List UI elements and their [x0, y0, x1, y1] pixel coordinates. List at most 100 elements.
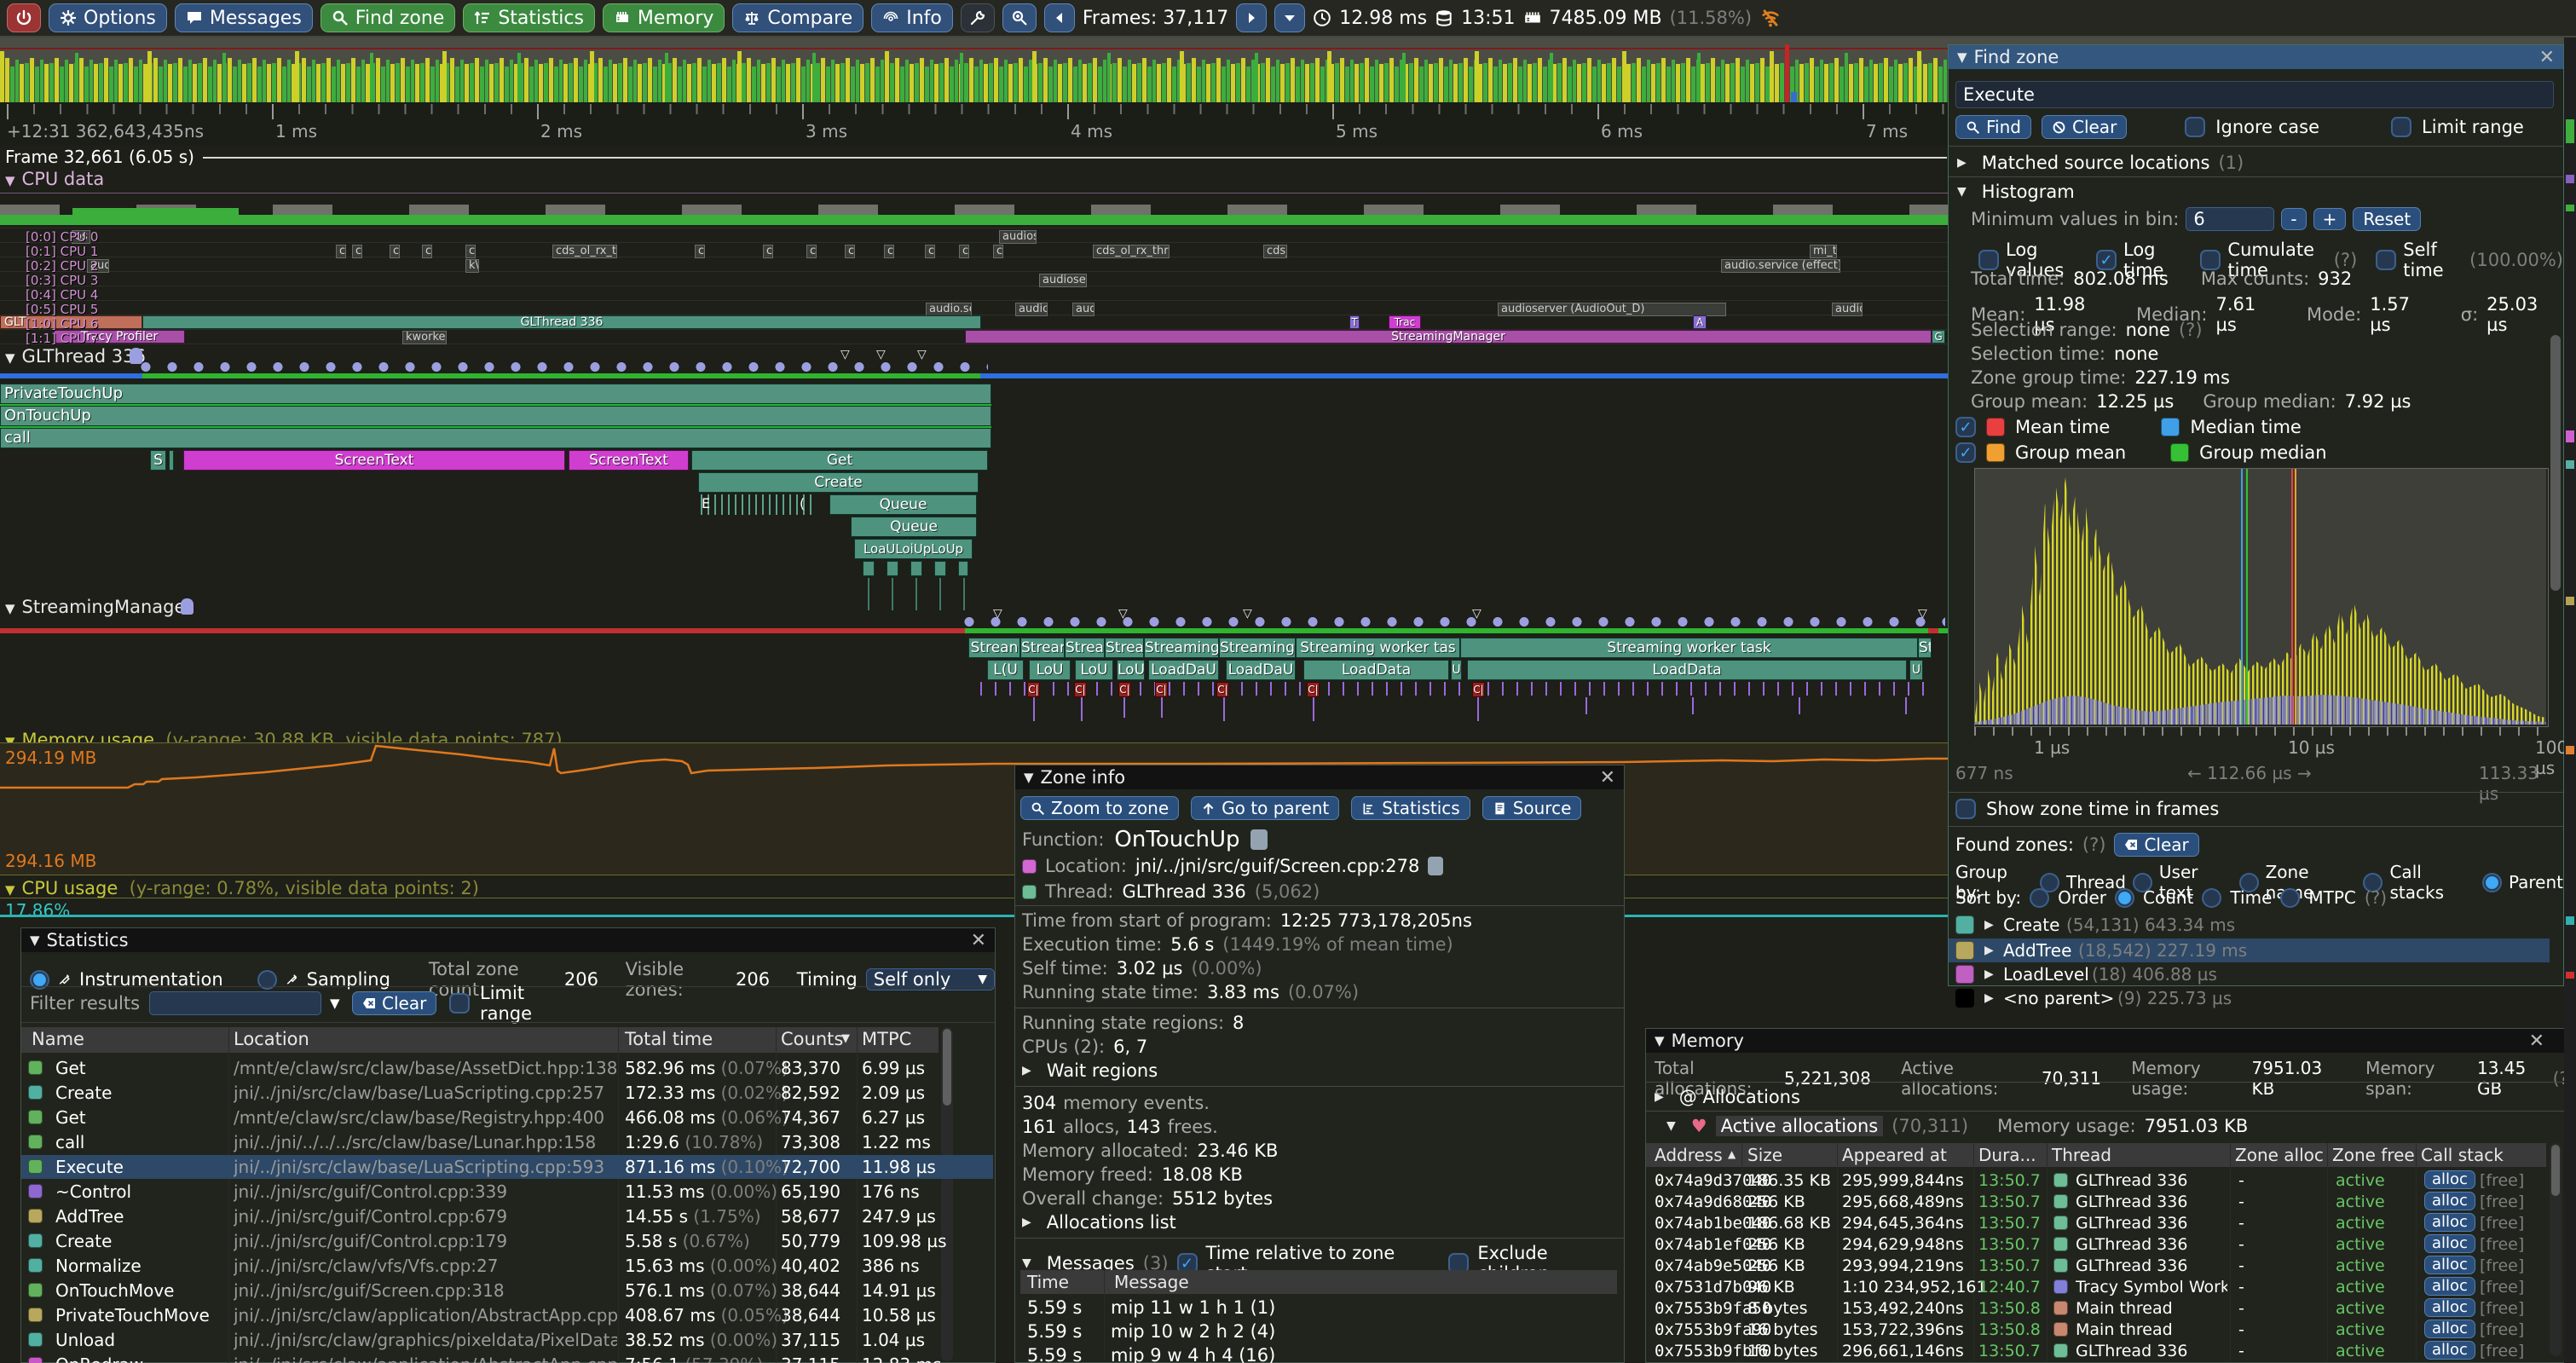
zone[interactable]: Strea: [1065, 638, 1105, 658]
zone[interactable]: GLT: [0, 315, 142, 329]
ignore-case-checkbox[interactable]: [2185, 117, 2206, 137]
close-icon[interactable]: ✕: [1599, 766, 1615, 788]
tools-button[interactable]: [960, 3, 995, 32]
cpu-chip[interactable]: cds_ol_rx_thr: [552, 245, 617, 258]
cpu-chip[interactable]: kworker/(: [402, 331, 447, 344]
memory-usage-chart[interactable]: [0, 742, 1952, 875]
allocation-row[interactable]: 0x74ab1be040 186.68 KB 294,645,364ns 13:50.…: [1655, 1213, 2525, 1233]
log-time-checkbox[interactable]: [2096, 250, 2117, 270]
cpu-chip[interactable]: k\: [465, 259, 479, 273]
zone[interactable]: Strean: [968, 638, 1020, 658]
decrease-button[interactable]: -: [2281, 208, 2307, 230]
zone[interactable]: LoadData: [1303, 660, 1449, 680]
message-marker[interactable]: ▽: [840, 348, 850, 361]
cpu-chip[interactable]: c: [884, 245, 894, 258]
zone[interactable]: ScreenText: [183, 450, 565, 471]
log-values-checkbox[interactable]: [1978, 250, 1999, 270]
zone[interactable]: ScreenText: [569, 450, 689, 471]
zone[interactable]: C|: [1118, 682, 1131, 697]
zone[interactable]: LoadDaU: [1226, 660, 1296, 680]
zone[interactable]: LoadDaU: [1148, 660, 1219, 680]
table-row[interactable]: Get/mnt/e/claw/src/claw/base/Registry.hp…: [21, 1106, 993, 1129]
col-thread[interactable]: Thread: [2052, 1145, 2111, 1165]
alloc-button[interactable]: alloc: [2424, 1234, 2475, 1253]
group-callstacks-radio[interactable]: [2363, 872, 2383, 892]
instrumentation-radio[interactable]: [30, 969, 49, 990]
cpu-chip[interactable]: c: [993, 245, 1003, 258]
zone[interactable]: [863, 561, 875, 576]
zone[interactable]: StreamingManager: [965, 330, 1932, 344]
allocation-row[interactable]: 0x74a9d68040 256 KB 295,668,489ns 13:50.7 GL…: [1655, 1192, 2525, 1211]
message-marker[interactable]: ▽: [1472, 607, 1481, 621]
col-appeared[interactable]: Appeared at: [1842, 1145, 1947, 1165]
zone-info-titlebar[interactable]: ▼ Zone info ✕: [1015, 765, 1624, 789]
min-values-input[interactable]: 6: [2186, 207, 2275, 231]
sort-time-radio[interactable]: [2202, 887, 2222, 908]
col-counts[interactable]: Counts: [781, 1029, 844, 1049]
cpu-chip[interactable]: c: [959, 245, 969, 258]
clear-filter-button[interactable]: Clear: [352, 991, 437, 1015]
message-marker[interactable]: ▽: [1918, 607, 1927, 621]
zone[interactable]: T: [1349, 315, 1360, 329]
cpu-chip[interactable]: aud: [1072, 303, 1095, 316]
zone[interactable]: U: [1909, 660, 1923, 680]
messages-expander[interactable]: ▼: [1022, 1256, 1031, 1270]
zone[interactable]: PrivateTouchUp: [0, 384, 991, 404]
found-zone-group[interactable]: ▶ Create (54,131) 643.34 ms: [1949, 913, 2550, 937]
table-row[interactable]: Get/mnt/e/claw/src/claw/base/AssetDict.h…: [21, 1056, 993, 1080]
col-address[interactable]: Address: [1655, 1145, 1723, 1165]
cpu-chip[interactable]: c: [925, 245, 935, 258]
col-time[interactable]: Time: [1027, 1272, 1069, 1292]
cpu-chip[interactable]: c: [390, 245, 400, 258]
zone[interactable]: [910, 561, 922, 576]
cpu-chip[interactable]: c: [336, 245, 346, 258]
group-parent-radio[interactable]: [2481, 872, 2502, 892]
go-to-parent-button[interactable]: Go to parent: [1191, 796, 1340, 820]
memory-scrollbar[interactable]: [2550, 1143, 2562, 1356]
glthread-header[interactable]: ▼ GLThread 336: [5, 346, 146, 367]
col-duration[interactable]: Dura...: [1978, 1145, 2036, 1165]
cpu-chip[interactable]: audioserver (AudioOut_D): [1498, 303, 1726, 316]
zone[interactable]: Streaming: [1144, 638, 1219, 658]
zone[interactable]: A: [1693, 315, 1707, 329]
zone[interactable]: C|: [1472, 682, 1485, 697]
alloc-button[interactable]: alloc: [2424, 1298, 2475, 1317]
alloc-button[interactable]: alloc: [2424, 1213, 2475, 1232]
zone[interactable]: C|: [1027, 682, 1040, 697]
zone[interactable]: C|: [1307, 682, 1320, 697]
sort-order-radio[interactable]: [2030, 887, 2050, 908]
close-icon[interactable]: ✕: [2528, 1030, 2544, 1052]
zone[interactable]: Create: [698, 472, 979, 493]
memory-button[interactable]: Memory: [602, 3, 725, 32]
message-row[interactable]: 5.59 s mip 9 w 4 h 4 (16): [1027, 1345, 1276, 1363]
group-mean-median-checkbox[interactable]: [1955, 442, 1976, 463]
mean-median-checkbox[interactable]: [1955, 417, 1976, 437]
zone[interactable]: E: [702, 495, 711, 511]
sort-count-radio[interactable]: [2115, 887, 2135, 908]
active-allocations-expander[interactable]: ▼ ♥ Active allocations (70,311) Memory usa…: [1666, 1116, 2249, 1136]
table-row[interactable]: OnTouchMove jni/../jni/src/guif/Screen.cp…: [21, 1279, 993, 1302]
close-icon[interactable]: ✕: [2538, 46, 2555, 68]
zone[interactable]: Strea: [1105, 638, 1144, 658]
zone[interactable]: G: [1932, 330, 1945, 344]
zone[interactable]: C|: [1155, 682, 1168, 697]
zone-time-histogram[interactable]: [1974, 468, 2549, 727]
zone[interactable]: LoU: [1117, 660, 1145, 680]
zoom-to-zone-button[interactable]: Zoom to zone: [1020, 796, 1180, 820]
alloc-button[interactable]: alloc: [2424, 1277, 2475, 1296]
zone[interactable]: Queue: [829, 494, 977, 515]
next-frame-button[interactable]: [1236, 3, 1268, 32]
zone[interactable]: St: [1918, 638, 1932, 658]
message-row[interactable]: 5.59 s mip 10 w 2 h 2 (4): [1027, 1321, 1276, 1342]
streamingmanager-header[interactable]: ▼ StreamingManager: [5, 597, 193, 617]
message-row[interactable]: 5.59 s mip 11 w 1 h 1 (1): [1027, 1297, 1276, 1318]
options-button[interactable]: Options: [49, 3, 167, 32]
found-zone-group-selected[interactable]: ▶ AddTree (18,542) 227.19 ms: [1949, 939, 2550, 962]
col-location[interactable]: Location: [234, 1029, 309, 1049]
frame-info-label[interactable]: Frame 32,661 (6.05 s): [5, 147, 194, 167]
cpu-chip[interactable]: cds_ol_rx_threa: [1093, 245, 1170, 258]
zone[interactable]: LoaULoiUpLoUp: [854, 539, 973, 559]
main-scrollbar[interactable]: [2564, 38, 2576, 1363]
table-row[interactable]: call jni/../jni/../../../src/claw/base/Lu…: [21, 1130, 993, 1154]
group-usertext-radio[interactable]: [2132, 872, 2152, 892]
